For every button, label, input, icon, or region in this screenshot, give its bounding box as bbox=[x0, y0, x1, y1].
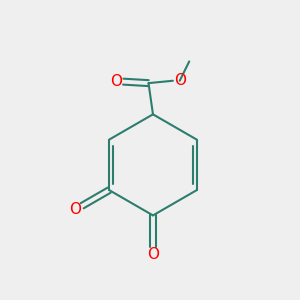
Text: O: O bbox=[110, 74, 122, 89]
Text: O: O bbox=[147, 247, 159, 262]
Text: O: O bbox=[174, 73, 186, 88]
Text: O: O bbox=[69, 202, 81, 217]
